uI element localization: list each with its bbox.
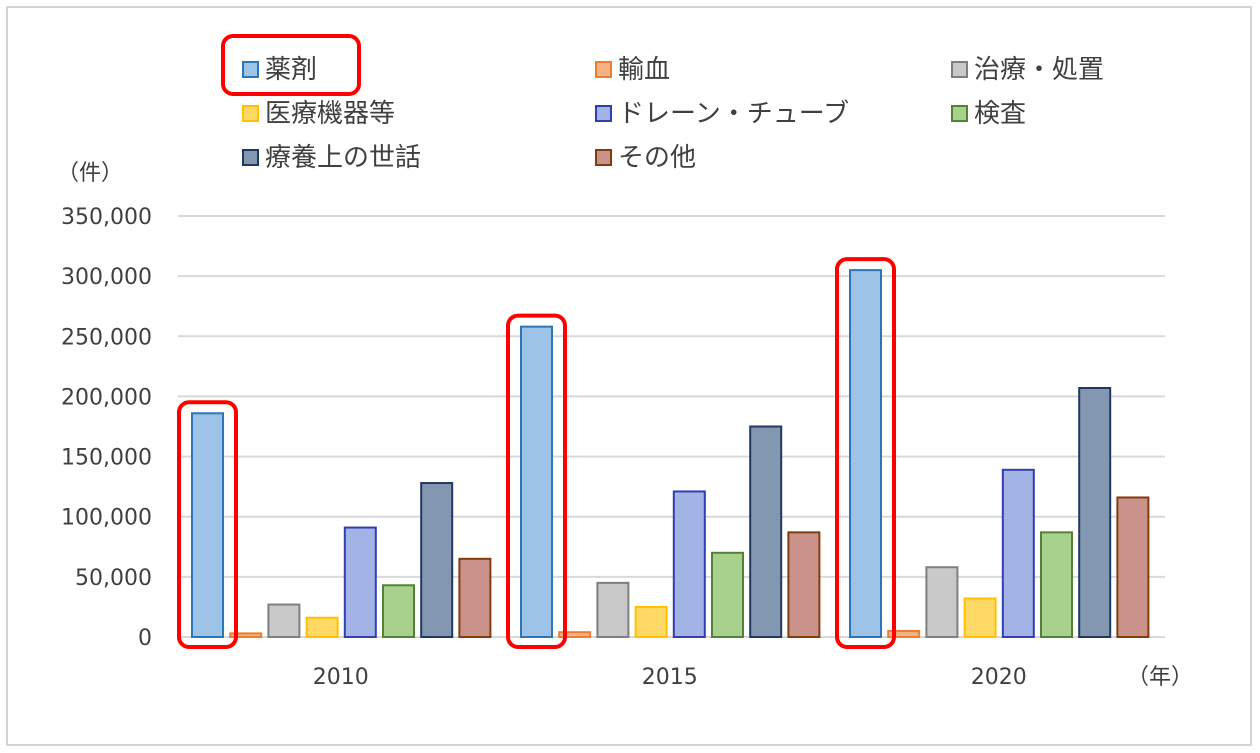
bar (1040, 531, 1073, 639)
y-axis-label: （件） (57, 161, 123, 186)
bar (887, 629, 921, 639)
legend-label: 医療機器等 (265, 99, 395, 129)
y-tick-label: 200,000 (61, 385, 152, 410)
legend-swatch (242, 149, 259, 166)
y-tick-label: 150,000 (61, 446, 152, 471)
y-tick-label: 300,000 (61, 265, 152, 290)
highlight-box (177, 400, 238, 650)
legend-swatch (242, 61, 259, 78)
bar (1078, 387, 1112, 638)
bar (420, 482, 454, 638)
bar (749, 425, 783, 638)
bar (229, 632, 263, 638)
bar (1116, 496, 1150, 638)
bar (925, 566, 959, 639)
highlight-box (835, 257, 896, 649)
bar (267, 603, 301, 638)
bar (711, 551, 744, 638)
legend-label: その他 (618, 143, 696, 173)
bar (458, 557, 492, 638)
legend-swatch (951, 105, 968, 122)
legend-swatch (242, 105, 259, 122)
legend-label: 治療・処置 (974, 55, 1104, 85)
x-tick-label: 2015 (642, 665, 698, 690)
bar (382, 584, 415, 639)
legend-swatch (595, 105, 612, 122)
bar (558, 631, 592, 639)
legend-swatch (595, 61, 612, 78)
legend-swatch (951, 61, 968, 78)
legend-label: 輸血 (618, 55, 670, 85)
highlight-boxes (177, 34, 896, 650)
x-axis-label: （年） (1127, 665, 1193, 690)
bar (849, 269, 882, 638)
highlight-box (506, 313, 567, 649)
y-tick-label: 50,000 (75, 566, 152, 591)
bar (305, 616, 339, 638)
bar (1001, 468, 1035, 638)
bar (787, 531, 821, 639)
x-tick-label: 2010 (313, 665, 369, 690)
y-tick-label: 100,000 (61, 506, 152, 531)
legend-label: 検査 (974, 99, 1026, 129)
y-tick-label: 350,000 (61, 205, 152, 230)
x-axis-tick-labels: 2010 2015 2020 (313, 665, 1027, 690)
y-tick-label: 0 (138, 626, 152, 651)
bar (596, 581, 630, 638)
legend-label: 療養上の世話 (265, 143, 421, 173)
bar (963, 597, 997, 638)
bar (634, 605, 668, 639)
bar (520, 325, 553, 638)
x-tick-label: 2020 (971, 665, 1027, 690)
y-tick-label: 250,000 (61, 325, 152, 350)
bar (343, 526, 377, 638)
legend-label: ドレーン・チューブ (618, 99, 849, 129)
y-axis-tick-labels: 0 50,000 100,000 150,000 200,000 250,000 300,0… (61, 205, 152, 651)
legend-label: 薬剤 (265, 55, 317, 85)
bars (191, 269, 1150, 639)
bar (672, 490, 706, 638)
gridlines (178, 215, 1165, 638)
legend-highlight-box (221, 34, 361, 96)
legend-swatch (595, 149, 612, 166)
bar (191, 412, 224, 639)
